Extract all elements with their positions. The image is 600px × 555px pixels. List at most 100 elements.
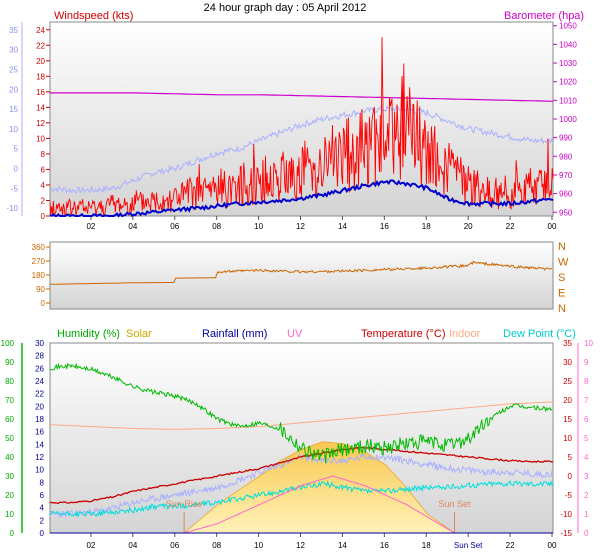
windspeed-line: [49, 37, 554, 218]
far-left-tick-10: 10: [9, 125, 18, 134]
winddir-tick-180: 180: [32, 271, 46, 280]
winddir-tick-360: 360: [32, 243, 46, 252]
legend-solar: Solar: [126, 328, 152, 340]
temp-x-tick-16: 16: [380, 541, 389, 550]
uv-tick-10: 10: [584, 339, 593, 348]
wind-tick-10: 10: [36, 134, 45, 143]
temp-x-tick-14: 14: [338, 541, 347, 550]
wind-tick-14: 14: [36, 103, 45, 112]
baro-tick-980: 980: [559, 152, 573, 161]
uv-tick-labels: 0 1 2 3 4 5 6 7 8 9 10: [584, 339, 593, 538]
baro-tick-970: 970: [559, 171, 573, 180]
uv-tick-4: 4: [584, 453, 589, 462]
wind-tick-24: 24: [36, 26, 45, 35]
temp-x-tick-18: 18: [422, 541, 431, 550]
winddir-series: [50, 260, 553, 285]
humidity-tick-100: 100: [1, 339, 15, 348]
temp-x-tick-04: 04: [128, 541, 137, 550]
far-left-tick-20: 20: [9, 85, 18, 94]
temp-panel: Humidity (%) Solar Rainfall (mm) UV Temp…: [1, 328, 594, 550]
uv-tick-3: 3: [584, 472, 589, 481]
temp-tick-15: 15: [563, 415, 572, 424]
temp-tick-35: 35: [563, 339, 572, 348]
humidity-tick-10: 10: [5, 510, 14, 519]
temp-tick-labels: -15 -10 -5 0 5 10 15 20 25 30 35: [560, 339, 572, 538]
temp-tick-10: 10: [563, 434, 572, 443]
compass-tick-W: W: [558, 257, 569, 269]
rain-tick-10: 10: [35, 466, 44, 475]
barometer-line: [50, 92, 554, 102]
uv-tick-6: 6: [584, 415, 589, 424]
wind-baro-panel: 24 hour graph day : 05 April 2012 Windsp…: [6, 2, 584, 231]
wind-tick-2: 2: [41, 196, 46, 205]
rain-tick-20: 20: [35, 402, 44, 411]
humidity-tick-60: 60: [5, 415, 14, 424]
wind-x-tick-10: 10: [254, 222, 263, 231]
baro-tick-950: 950: [559, 208, 573, 217]
wind-x-tick-12: 12: [296, 222, 305, 231]
baro-tick-1040: 1040: [559, 40, 577, 49]
far-left-tick-35: 35: [9, 26, 18, 35]
humidity-tick-80: 80: [5, 377, 14, 386]
rain-tick-28: 28: [35, 352, 44, 361]
temp-tick--5: -5: [565, 491, 573, 500]
baro-tick-1000: 1000: [559, 115, 577, 124]
legend-indoor: Indoor: [449, 328, 481, 340]
far-left-tick-5: 5: [14, 145, 19, 154]
uv-tick-9: 9: [584, 358, 589, 367]
compass-tick-S: S: [558, 272, 565, 284]
temp-x-tick-labels: 02 04 06 08 10 12 14 16 18 Sun Set 22 00: [86, 533, 557, 550]
baro-tick-1010: 1010: [559, 96, 577, 105]
baro-tick-1030: 1030: [559, 59, 577, 68]
wind-x-tick-20: 20: [464, 222, 473, 231]
humidity-tick-20: 20: [5, 491, 14, 500]
far-left-tick-30: 30: [9, 46, 18, 55]
humidity-tick-labels: 0 10 20 30 40 50 60 70 80 90 100: [1, 339, 15, 538]
far-left-tick-labels: -10 -5 0 5 10 15 20 25 30 35: [6, 26, 18, 213]
wind-tick-12: 12: [36, 119, 45, 128]
barometer-tick-labels: 950 960 970 980 990 1000 1010 1020 1030 1040 1050: [553, 22, 577, 217]
humidity-tick-40: 40: [5, 453, 14, 462]
legend-temperature: Temperature (°C): [361, 328, 445, 340]
wind-x-tick-00: 00: [548, 222, 557, 231]
rain-tick-24: 24: [35, 377, 44, 386]
sunrise-annotation: Sun Rise: [166, 499, 203, 509]
temp-x-tick-12: 12: [296, 541, 305, 550]
wind-x-tick-02: 02: [86, 222, 95, 231]
wind-x-tick-14: 14: [338, 222, 347, 231]
temp-x-tick-02: 02: [86, 541, 95, 550]
wind-series: [49, 37, 554, 218]
temp-tick-30: 30: [563, 358, 572, 367]
wind-x-tick-labels: 02 04 06 08 10 12 14 16 18 20 22 00: [86, 216, 557, 231]
rain-tick-30: 30: [35, 339, 44, 348]
winddir-tick-0: 0: [41, 299, 46, 308]
baro-tick-1020: 1020: [559, 78, 577, 87]
compass-tick-N: N: [558, 241, 566, 253]
rain-tick-14: 14: [35, 440, 44, 449]
rain-tick-2: 2: [40, 516, 45, 525]
wind-tick-0: 0: [41, 212, 46, 221]
wind-tick-4: 4: [41, 181, 46, 190]
humidity-line: [49, 362, 553, 464]
far-left-tick-25: 25: [9, 66, 18, 75]
legend-dew-point: Dew Point (°C): [503, 328, 576, 340]
winddir-plot-area: [49, 241, 554, 310]
temp-tick-0: 0: [568, 472, 573, 481]
windspeed-axis-label: Windspeed (kts): [54, 10, 133, 22]
baro-tick-960: 960: [559, 190, 573, 199]
rain-tick-22: 22: [35, 390, 44, 399]
temp-x-tick-06: 06: [170, 541, 179, 550]
temp-tick--15: -15: [560, 529, 572, 538]
rain-tick-6: 6: [40, 491, 45, 500]
rain-tick-4: 4: [40, 504, 45, 513]
rain-tick-18: 18: [35, 415, 44, 424]
rain-tick-8: 8: [40, 478, 45, 487]
temp-tick-25: 25: [563, 377, 572, 386]
apparent-temperature-line: [49, 452, 554, 519]
legend-humidity: Humidity (%): [57, 328, 120, 340]
wind-x-tick-18: 18: [422, 222, 431, 231]
